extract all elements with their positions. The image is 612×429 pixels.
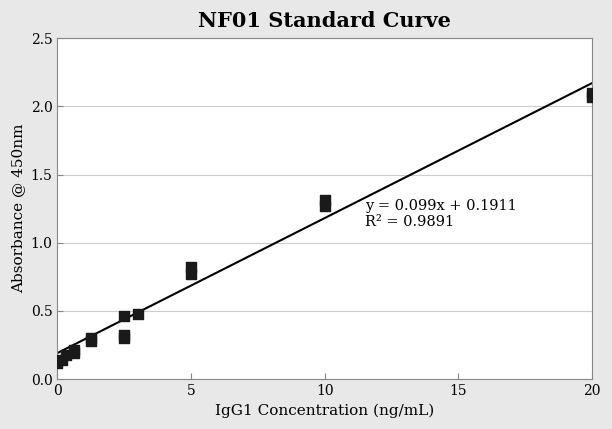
Y-axis label: Absorbance @ 450nm: Absorbance @ 450nm (11, 124, 25, 293)
Point (320, 202, 330, 209)
Point (119, 313, 129, 320)
Point (86, 335, 95, 341)
Title: NF01 Standard Curve: NF01 Standard Curve (198, 11, 451, 31)
Point (53, 360, 62, 366)
Text: y = 0.099x + 0.1911
R² = 0.9891: y = 0.099x + 0.1911 R² = 0.9891 (365, 199, 517, 230)
Point (588, 94, 597, 100)
Point (57, 356, 67, 363)
Point (186, 264, 196, 271)
Point (133, 310, 143, 317)
Point (61, 351, 70, 358)
Point (119, 335, 129, 341)
Point (186, 271, 196, 278)
Point (86, 338, 95, 344)
Point (69, 350, 79, 356)
Point (69, 347, 79, 354)
Point (588, 89, 597, 96)
Point (119, 332, 129, 339)
X-axis label: IgG1 Concentration (ng/mL): IgG1 Concentration (ng/mL) (215, 404, 435, 418)
Point (320, 197, 330, 204)
